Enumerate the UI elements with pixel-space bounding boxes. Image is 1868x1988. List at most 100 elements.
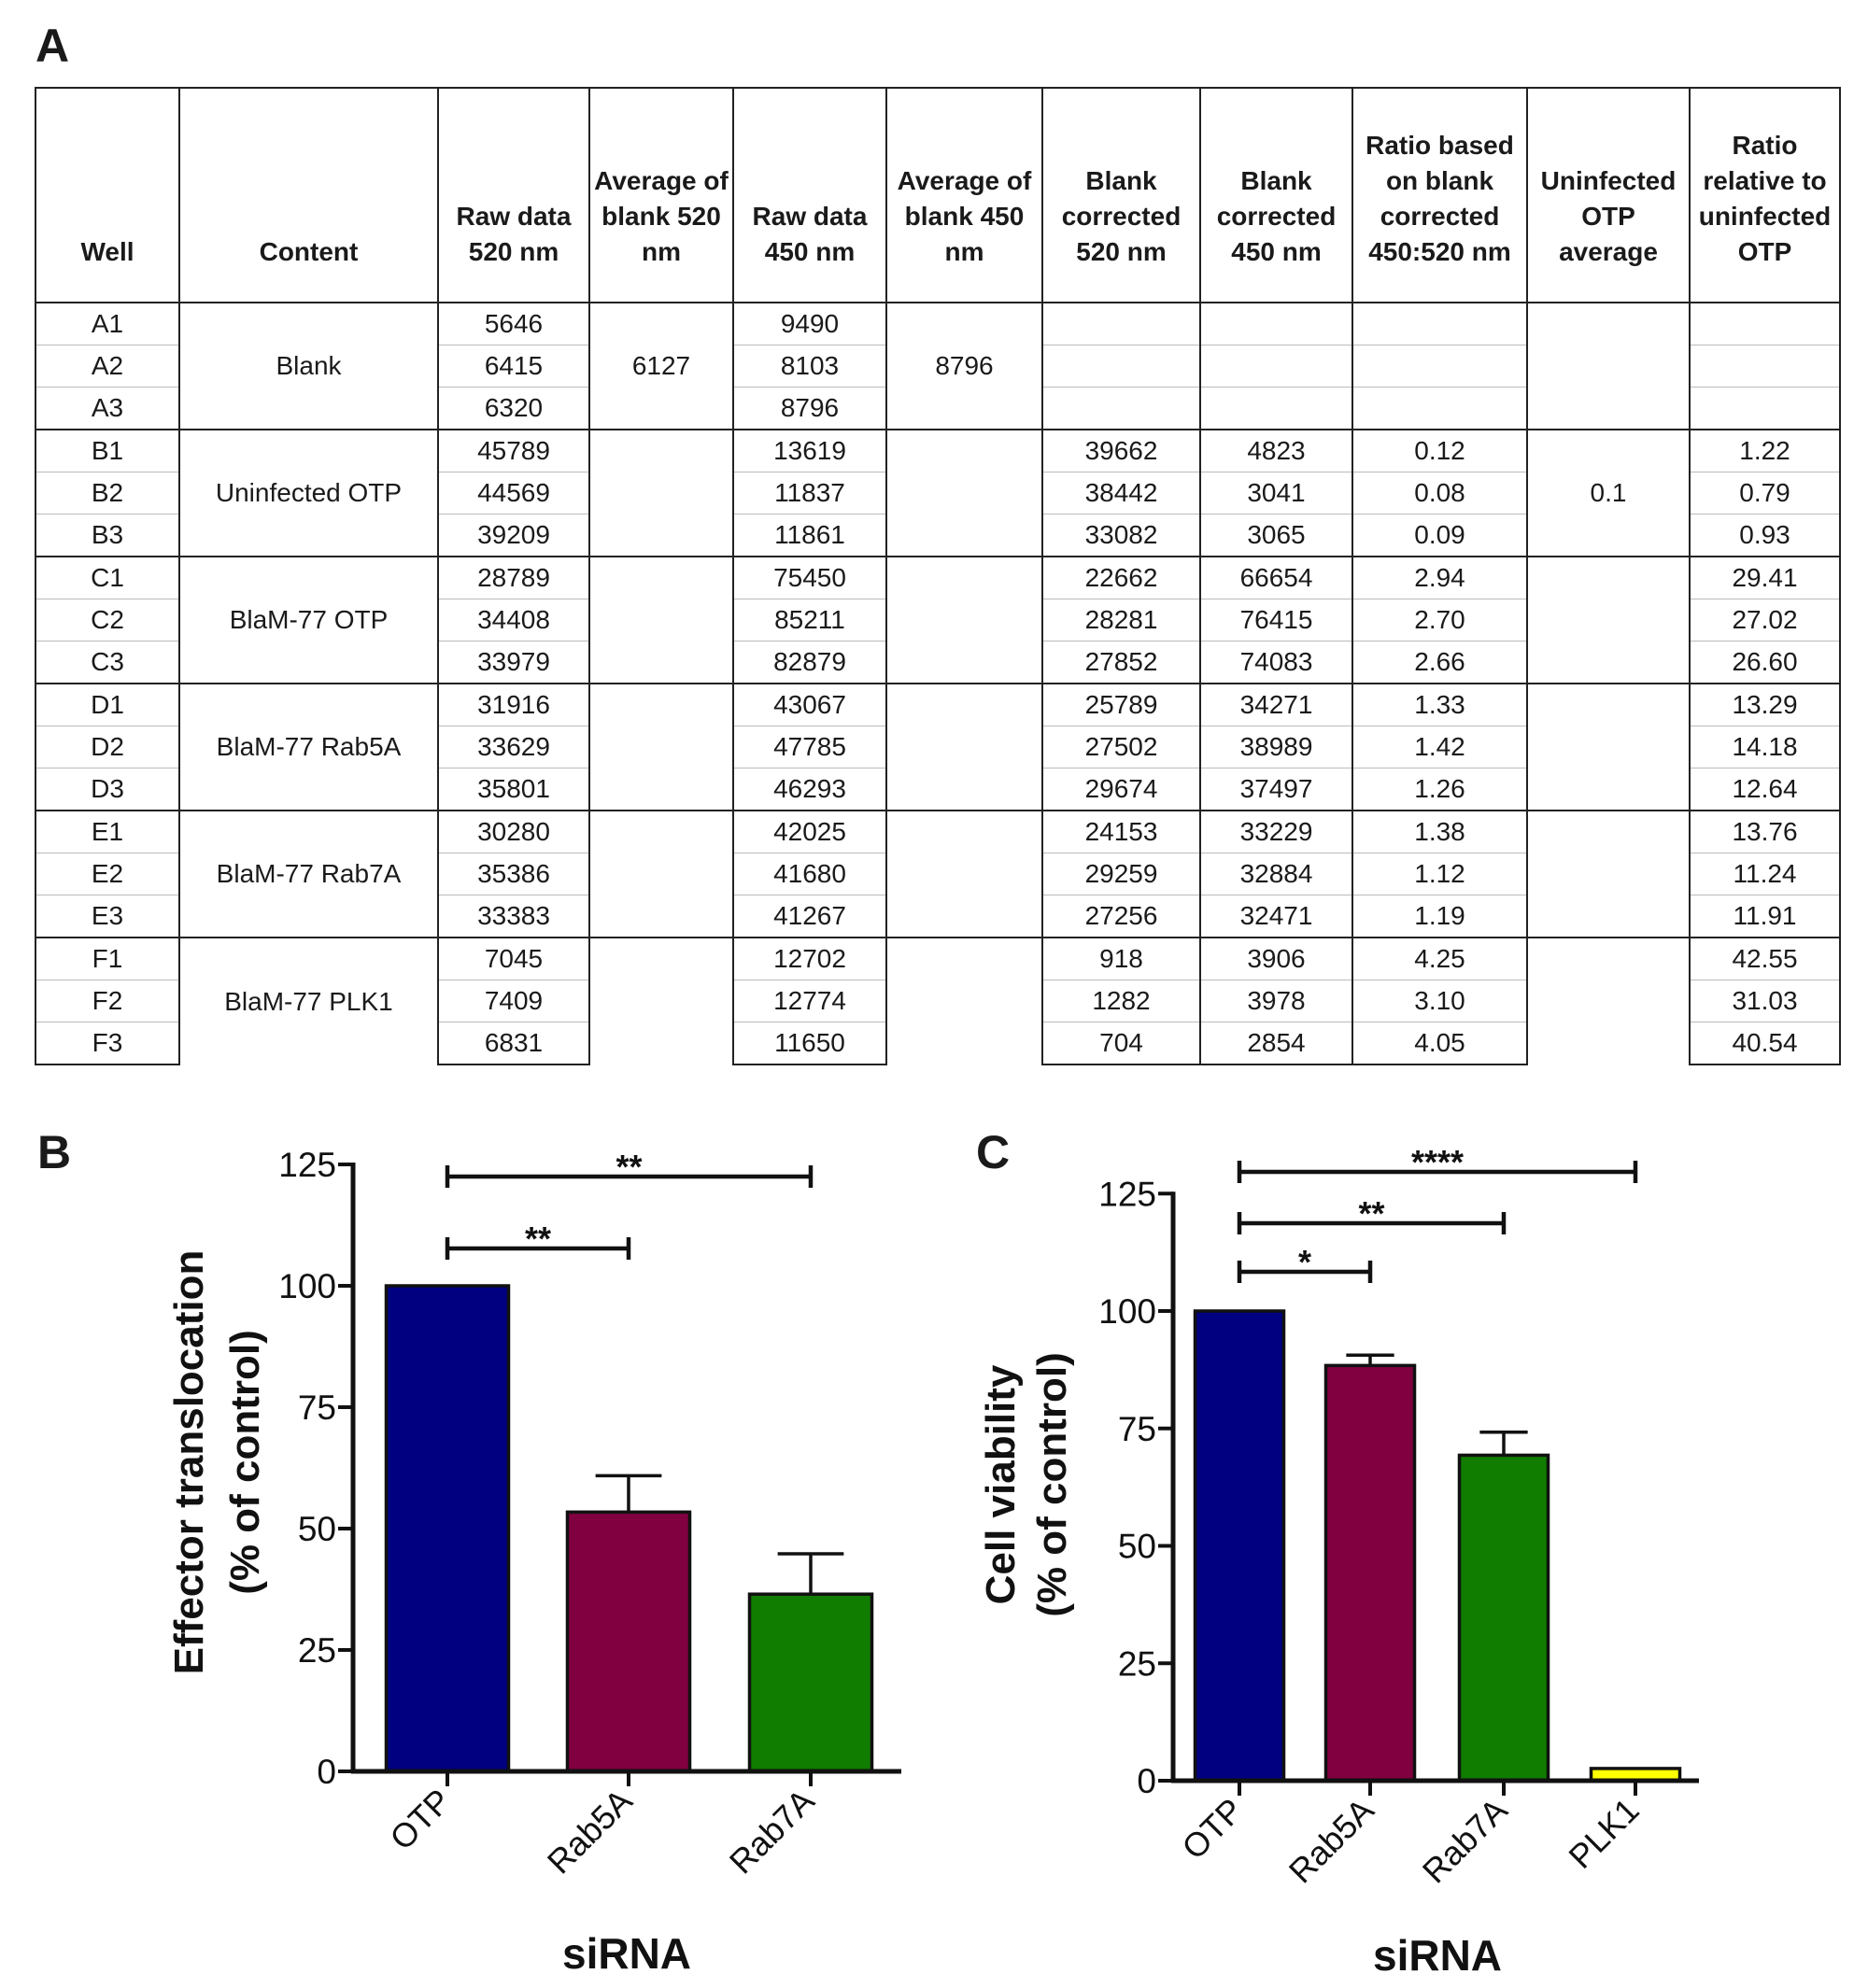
cell-raw-520: 35386 [437,853,590,895]
column-header: Ratio based on blank corrected 450:520 n… [1351,87,1528,303]
cell-blank-corrected-450: 32471 [1199,895,1353,938]
column-header: Blank corrected 520 nm [1041,87,1201,303]
y-tick-label: 125 [278,1146,336,1184]
chart-panel-c: OTP Rab5A Rab7A PLK10255075100125*******Cel… [978,1143,1699,1980]
table-row: E3 33383 41267 27256 32471 1.19 11.91 [35,895,1841,938]
cell-blank-corrected-450: 3065 [1199,514,1353,557]
cell-blank-corrected-450: 3978 [1199,980,1353,1022]
cell-raw-520: 7045 [437,937,590,980]
cell-blank-corrected-450: 74083 [1199,641,1353,684]
cell-raw-520: 33629 [437,726,590,768]
x-tick-label: PLK1 [1561,1791,1646,1876]
cell-blank-corrected-520: 25789 [1041,683,1201,726]
cell-well: A3 [35,387,180,430]
table-header-row: Well Content Raw data 520 nm Average of bla… [35,87,1841,303]
table-row: C2 34408 85211 28281 76415 2.70 27.02 [35,599,1841,642]
cell-raw-450: 9490 [732,302,887,345]
table-row: E1 BlaM-77 Rab7A 30280 42025 24153 33229 1.38 1… [35,810,1841,938]
cell-ratio-relative: 31.03 [1689,980,1841,1022]
y-tick-label: 25 [1118,1644,1156,1683]
cell-raw-520: 45789 [437,429,590,472]
x-axis-label: siRNA [562,1929,691,1978]
cell-blank-corrected-520: 27852 [1041,641,1201,684]
cell-uninfected-avg [1526,302,1691,430]
bar-rab7a [747,1592,874,1773]
cell-ratio-relative [1689,302,1841,345]
cell-raw-450: 75450 [732,556,887,599]
table-row: E2 35386 41680 29259 32884 1.12 11.24 [35,853,1841,895]
column-header: Ratio relative to uninfected OTP [1689,87,1841,303]
cell-ratio: 0.08 [1351,472,1528,515]
cell-raw-520: 5646 [437,302,590,345]
cell-ratio-relative: 11.24 [1689,853,1841,895]
cell-blank-corrected-450: 66654 [1199,556,1353,599]
column-header: Uninfected OTP average [1526,87,1691,303]
cell-ratio-relative: 13.29 [1689,683,1841,726]
cell-ratio: 1.38 [1351,810,1528,853]
cell-well: A1 [35,302,180,345]
bar-rab5a [565,1510,692,1773]
cell-well: C2 [35,599,180,642]
x-tick-label: Rab5A [540,1782,640,1882]
cell-blank-corrected-450: 38989 [1199,726,1353,768]
column-header: Average of blank 450 nm [885,87,1043,303]
cell-raw-450: 12702 [732,937,887,980]
column-header: Content [178,87,439,303]
cell-raw-520: 44569 [437,472,590,515]
cell-blank-corrected-520: 1282 [1041,980,1201,1022]
cell-ratio-relative: 0.79 [1689,472,1841,515]
data-table: Well Content Raw data 520 nm Average of bla… [35,87,1841,1065]
cell-well: E2 [35,853,180,895]
cell-ratio [1351,387,1528,430]
cell-well: F1 [35,937,180,980]
cell-avg-blank-450 [885,937,1043,1064]
cell-well: B1 [35,429,180,472]
cell-blank-corrected-520: 38442 [1041,472,1201,515]
table-row: B3 39209 11861 33082 3065 0.09 0.93 [35,514,1841,557]
cell-well: B2 [35,472,180,515]
significance-label: ** [616,1148,642,1186]
cell-raw-520: 7409 [437,980,590,1022]
cell-ratio: 2.94 [1351,556,1528,599]
cell-content: BlaM-77 Rab5A [178,683,439,811]
cell-blank-corrected-520 [1041,387,1201,430]
cell-blank-corrected-450: 76415 [1199,599,1353,642]
cell-ratio-relative [1689,387,1841,430]
cell-ratio-relative: 42.55 [1689,937,1841,980]
cell-well: F3 [35,1022,180,1065]
cell-ratio-relative: 11.91 [1689,895,1841,938]
y-tick-label: 0 [317,1753,336,1791]
cell-avg-blank-450 [885,429,1043,557]
cell-raw-450: 8103 [732,345,887,388]
cell-raw-520: 39209 [437,514,590,557]
cell-content: Blank [178,302,439,430]
table-row: C3 33979 82879 27852 74083 2.66 26.60 [35,641,1841,684]
table-row: C1 BlaM-77 OTP 28789 75450 22662 66654 2.94 29.… [35,556,1841,684]
cell-raw-520: 35801 [437,768,590,811]
cell-ratio: 1.33 [1351,683,1528,726]
cell-avg-blank-450 [885,556,1043,684]
cell-uninfected-avg [1526,556,1691,684]
bar-otp [1193,1309,1286,1783]
y-tick-label: 50 [298,1510,336,1548]
x-tick-label: OTP [382,1782,458,1857]
significance-label: ** [1358,1194,1384,1233]
cell-well: D1 [35,683,180,726]
x-tick-label: OTP [1174,1791,1250,1867]
significance-label: * [1298,1243,1311,1281]
cell-ratio-relative: 12.64 [1689,768,1841,811]
cell-avg-blank-520 [588,810,734,938]
cell-raw-450: 8796 [732,387,887,430]
y-tick-label: 100 [1098,1292,1156,1331]
cell-ratio-relative: 14.18 [1689,726,1841,768]
cell-raw-450: 41267 [732,895,887,938]
x-tick-label: Rab5A [1281,1791,1381,1891]
cell-ratio: 1.42 [1351,726,1528,768]
cell-ratio: 1.12 [1351,853,1528,895]
cell-blank-corrected-450: 34271 [1199,683,1353,726]
cell-well: A2 [35,345,180,388]
cell-blank-corrected-450 [1199,345,1353,388]
cell-blank-corrected-450: 3906 [1199,937,1353,980]
cell-raw-450: 11861 [732,514,887,557]
cell-ratio-relative: 1.22 [1689,429,1841,472]
